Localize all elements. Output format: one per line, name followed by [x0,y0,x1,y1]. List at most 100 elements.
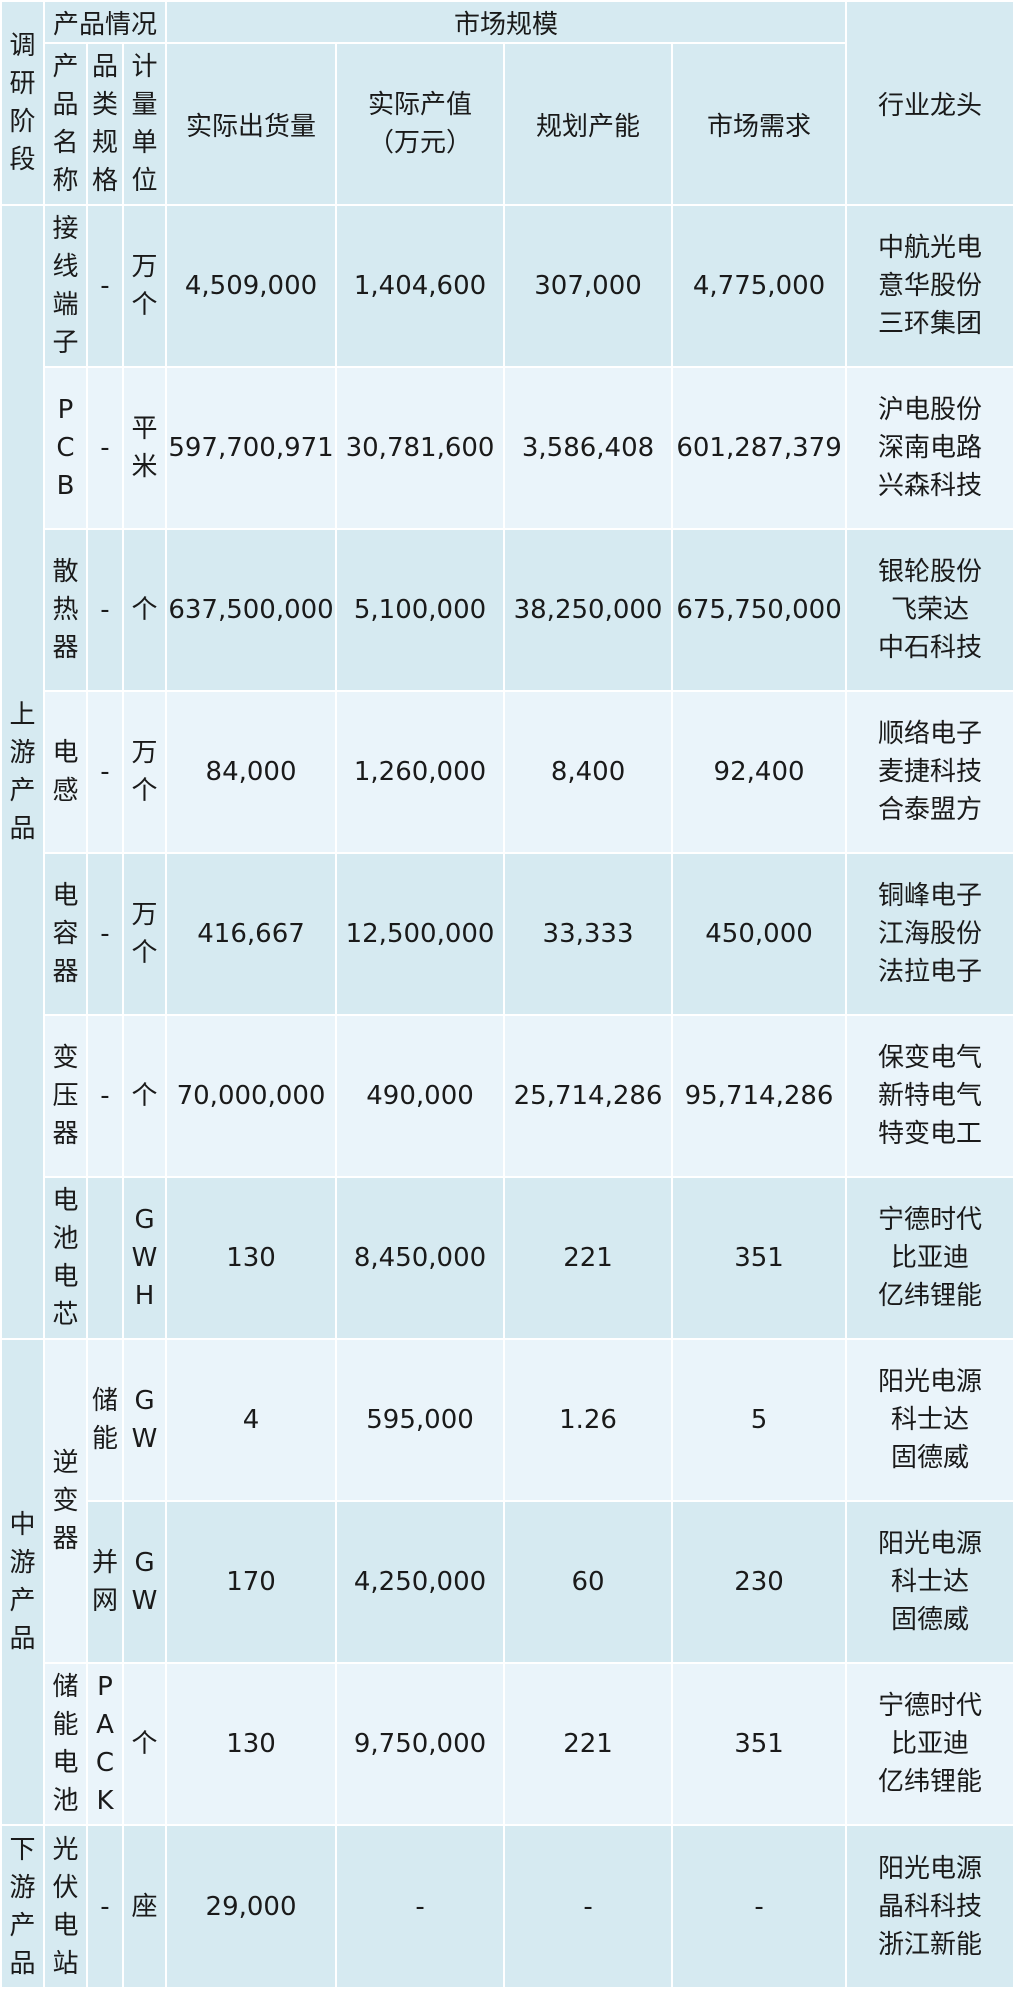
shipment-cell: 637,500,000 [165,528,338,692]
planned-capacity-cell: 33,333 [503,852,674,1016]
header-planned-capacity: 规划产能 [503,42,674,206]
product-name: 电容器 [43,852,88,1016]
planned-capacity-cell: 221 [503,1662,674,1826]
header-product-name: 产品名称 [43,42,88,206]
product-unit: 万个 [121,204,168,368]
planned-capacity-cell: 307,000 [503,204,674,368]
product-name: 电池电芯 [43,1176,88,1340]
product-spec: 储能 [86,1338,124,1502]
product-unit: 个 [121,528,168,692]
product-spec [86,1176,124,1340]
leaders-cell: 铜峰电子 江海股份 法拉电子 [845,852,1013,1016]
planned-capacity-cell: 8,400 [503,690,674,854]
product-spec: 并网 [86,1500,124,1664]
shipment-cell: 597,700,971 [165,366,338,530]
output-value-cell: 12,500,000 [335,852,506,1016]
shipment-cell: 170 [165,1500,338,1664]
output-value-cell: 1,404,600 [335,204,506,368]
output-value-cell: 9,750,000 [335,1662,506,1826]
demand-cell: 675,750,000 [671,528,848,692]
demand-cell: 92,400 [671,690,848,854]
planned-capacity-cell: 25,714,286 [503,1014,674,1178]
stage-upstream: 上游产品 [0,204,45,1340]
shipment-cell: 70,000,000 [165,1014,338,1178]
demand-cell: 95,714,286 [671,1014,848,1178]
planned-capacity-cell: 1.26 [503,1338,674,1502]
demand-cell: 351 [671,1662,848,1826]
output-value-cell: 490,000 [335,1014,506,1178]
header-market-size: 市场规模 [165,0,848,44]
header-unit: 计量单位 [121,42,168,206]
leaders-cell: 阳光电源 科士达 固德威 [845,1500,1013,1664]
planned-capacity-cell: - [503,1824,674,1989]
output-value-cell: 30,781,600 [335,366,506,530]
product-spec: - [86,690,124,854]
leaders-cell: 顺络电子 麦捷科技 合泰盟方 [845,690,1013,854]
shipment-cell: 130 [165,1662,338,1826]
shipment-cell: 84,000 [165,690,338,854]
planned-capacity-cell: 38,250,000 [503,528,674,692]
planned-capacity-cell: 221 [503,1176,674,1340]
demand-cell: 4,775,000 [671,204,848,368]
output-value-cell: 4,250,000 [335,1500,506,1664]
product-name: 电感 [43,690,88,854]
product-name: 光伏电站 [43,1824,88,1989]
product-unit: 万个 [121,852,168,1016]
demand-cell: 230 [671,1500,848,1664]
product-unit: 个 [121,1014,168,1178]
leaders-cell: 宁德时代 比亚迪 亿纬锂能 [845,1662,1013,1826]
leaders-cell: 银轮股份 飞荣达 中石科技 [845,528,1013,692]
product-name: 接线端子 [43,204,88,368]
product-unit: 座 [121,1824,168,1989]
leaders-cell: 中航光电 意华股份 三环集团 [845,204,1013,368]
shipment-cell: 416,667 [165,852,338,1016]
product-spec: - [86,1014,124,1178]
product-unit: 平米 [121,366,168,530]
product-name: 变压器 [43,1014,88,1178]
output-value-cell: 595,000 [335,1338,506,1502]
leaders-cell: 沪电股份 深南电路 兴森科技 [845,366,1013,530]
demand-cell: 5 [671,1338,848,1502]
product-unit: 个 [121,1662,168,1826]
leaders-cell: 阳光电源 晶科科技 浙江新能 [845,1824,1013,1989]
product-name: 散热器 [43,528,88,692]
leaders-cell: 宁德时代 比亚迪 亿纬锂能 [845,1176,1013,1340]
planned-capacity-cell: 60 [503,1500,674,1664]
stage-midstream: 中游产品 [0,1338,45,1826]
header-shipment: 实际出货量 [165,42,338,206]
product-name: 逆变器 [43,1338,88,1664]
header-output-value: 实际产值 （万元） [335,42,506,206]
demand-cell: 351 [671,1176,848,1340]
product-unit: 万个 [121,690,168,854]
header-stage: 调研阶段 [0,0,45,206]
demand-cell: 601,287,379 [671,366,848,530]
output-value-cell: 5,100,000 [335,528,506,692]
shipment-cell: 29,000 [165,1824,338,1989]
header-product-info: 产品情况 [42,0,168,44]
output-value-cell: 1,260,000 [335,690,506,854]
shipment-cell: 130 [165,1176,338,1340]
product-name: 储能电池 [43,1662,88,1826]
planned-capacity-cell: 3,586,408 [503,366,674,530]
leaders-cell: 保变电气 新特电气 特变电工 [845,1014,1013,1178]
stage-downstream: 下游产品 [0,1824,45,1989]
header-spec: 品类规格 [86,42,124,206]
shipment-cell: 4,509,000 [165,204,338,368]
demand-cell: 450,000 [671,852,848,1016]
product-spec: - [86,852,124,1016]
header-leaders: 行业龙头 [845,0,1013,206]
output-value-cell: - [335,1824,506,1989]
shipment-cell: 4 [165,1338,338,1502]
product-spec: - [86,1824,124,1989]
product-spec: - [86,204,124,368]
product-spec: - [86,366,124,530]
output-value-cell: 8,450,000 [335,1176,506,1340]
header-demand: 市场需求 [671,42,848,206]
demand-cell: - [671,1824,848,1989]
leaders-cell: 阳光电源 科士达 固德威 [845,1338,1013,1502]
